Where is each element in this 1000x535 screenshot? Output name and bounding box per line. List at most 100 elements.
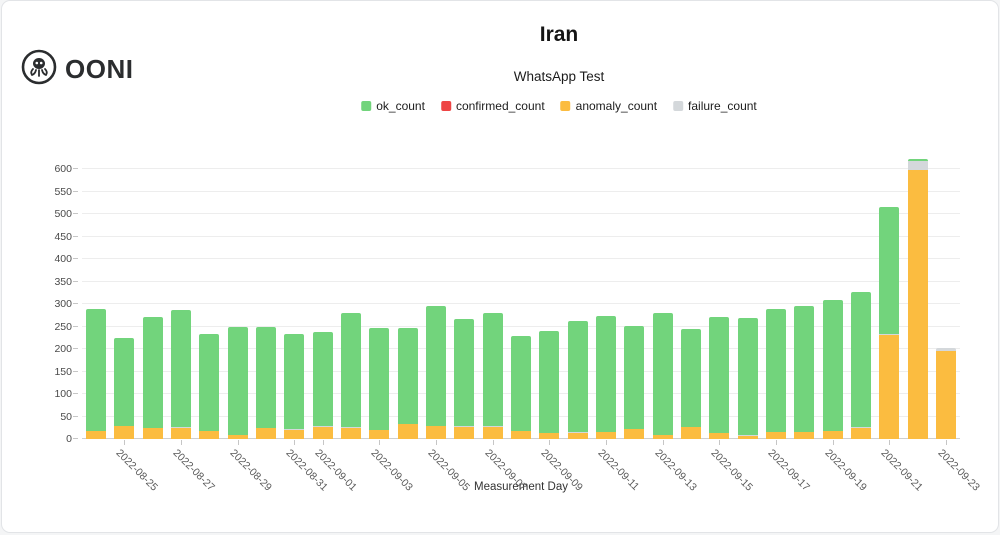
y-tick-label: 0 (66, 433, 72, 445)
bar-2022-08-25[interactable] (114, 338, 135, 439)
legend-item-anomaly_count[interactable]: anomaly_count (560, 99, 657, 113)
y-tick (73, 303, 78, 304)
bar-2022-08-27[interactable] (171, 310, 192, 439)
failure_count-segment (341, 426, 362, 428)
failure_count-swatch-icon (673, 101, 684, 111)
bar-2022-09-10[interactable] (567, 321, 588, 439)
failure_count-segment (482, 426, 503, 428)
anomaly_count-segment (369, 429, 390, 439)
x-tick (719, 440, 721, 445)
bar-2022-08-26[interactable] (142, 316, 163, 439)
y-tick-label: 150 (54, 365, 72, 378)
x-tick-label: 2022-09-23 (935, 447, 982, 494)
y-tick-label: 500 (54, 208, 72, 220)
bar-2022-09-13[interactable] (652, 313, 673, 439)
ok_count-segment (624, 326, 645, 430)
anomaly_count-segment (539, 433, 560, 439)
gridline (82, 280, 960, 282)
anomaly_count-segment (652, 434, 673, 439)
ok_count-segment (595, 315, 616, 432)
y-tick (73, 168, 78, 169)
bar-2022-09-07[interactable] (482, 313, 503, 439)
ok_count-segment (680, 328, 701, 427)
y-tick-label: 600 (54, 163, 72, 175)
anomaly_count-segment (595, 431, 616, 439)
y-tick (73, 348, 78, 349)
bar-2022-09-03[interactable] (369, 327, 390, 439)
ooni-wordmark: OONI (65, 54, 134, 84)
bar-2022-09-06[interactable] (454, 318, 475, 439)
failure_count-segment (850, 427, 871, 429)
gridline (82, 303, 960, 304)
legend-item-failure_count[interactable]: failure_count (673, 99, 757, 113)
ok_count-segment (794, 306, 815, 432)
ooni-octopus-icon (20, 48, 58, 91)
bar-2022-09-02[interactable] (341, 313, 362, 439)
bar-2022-09-15[interactable] (709, 316, 730, 439)
x-tick-label: 2022-09-21 (878, 447, 926, 494)
bar-2022-08-31[interactable] (284, 333, 305, 439)
x-axis-title: Measurement Day (474, 481, 568, 493)
x-tick (379, 440, 381, 445)
gridline (82, 325, 960, 327)
bar-2022-09-12[interactable] (624, 326, 645, 439)
x-tick (945, 440, 947, 445)
bar-2022-09-23[interactable] (935, 348, 956, 439)
ok_count-segment (709, 316, 730, 434)
bar-2022-09-01[interactable] (312, 332, 333, 439)
anomaly_count-segment (171, 427, 192, 439)
bar-2022-09-16[interactable] (737, 318, 758, 439)
bar-2022-09-14[interactable] (680, 328, 701, 439)
legend-item-ok_count[interactable]: ok_count (361, 99, 425, 113)
bar-2022-09-21[interactable] (879, 206, 900, 439)
anomaly_count-segment (199, 431, 220, 439)
anomaly_count-segment (680, 426, 701, 439)
bar-2022-09-09[interactable] (539, 331, 560, 439)
bar-2022-09-19[interactable] (822, 299, 843, 439)
y-tick (73, 393, 78, 394)
bar-2022-08-28[interactable] (199, 333, 220, 439)
y-tick-label: 400 (54, 253, 72, 265)
bar-2022-08-30[interactable] (256, 326, 277, 439)
bar-2022-09-08[interactable] (511, 336, 531, 439)
y-tick (73, 213, 78, 214)
bar-2022-09-20[interactable] (850, 292, 871, 439)
y-tick-label: 50 (60, 410, 72, 423)
y-tick-label: 550 (54, 185, 72, 198)
legend-item-confirmed_count[interactable]: confirmed_count (440, 99, 545, 113)
ok_count-segment (312, 332, 333, 426)
ok_count-segment (199, 333, 220, 432)
failure_count-segment (907, 160, 928, 170)
x-tick (775, 440, 777, 445)
ok_count-segment (284, 333, 305, 430)
anomaly_count-segment (879, 335, 900, 439)
x-tick-label: 2022-09-03 (368, 447, 416, 494)
x-tick-label: 2022-08-25 (113, 447, 161, 494)
bar-2022-09-04[interactable] (397, 327, 418, 439)
ok_count-segment (397, 327, 418, 425)
y-tick (73, 325, 78, 327)
x-tick-label: 2022-09-17 (765, 447, 812, 494)
ok_count-segment (482, 313, 503, 427)
anomaly_count-segment (624, 429, 645, 439)
ok_count-segment (511, 336, 531, 431)
ok_count-segment (142, 316, 163, 428)
x-tick (436, 440, 438, 445)
bar-2022-08-24[interactable] (86, 308, 107, 439)
plot-area: Measurement Day 0 50 100 150 200 250 300 350 400… (54, 156, 982, 493)
anomaly_count-segment (341, 427, 362, 439)
x-tick-label: 2022-09-13 (652, 447, 699, 494)
ok_count-segment (907, 159, 928, 161)
anomaly_count-swatch-icon (560, 101, 571, 111)
y-tick (73, 415, 78, 417)
bar-2022-09-18[interactable] (794, 306, 815, 439)
ok_count-segment (86, 308, 107, 431)
anomaly_count-segment (737, 434, 758, 439)
bar-2022-08-29[interactable] (227, 326, 248, 439)
bar-2022-09-05[interactable] (426, 306, 447, 439)
anomaly_count-segment (511, 430, 531, 439)
bar-2022-09-11[interactable] (595, 315, 616, 439)
confirmed_count-swatch-icon (440, 101, 451, 111)
bar-2022-09-17[interactable] (765, 308, 786, 439)
bar-2022-09-22[interactable] (907, 159, 928, 439)
